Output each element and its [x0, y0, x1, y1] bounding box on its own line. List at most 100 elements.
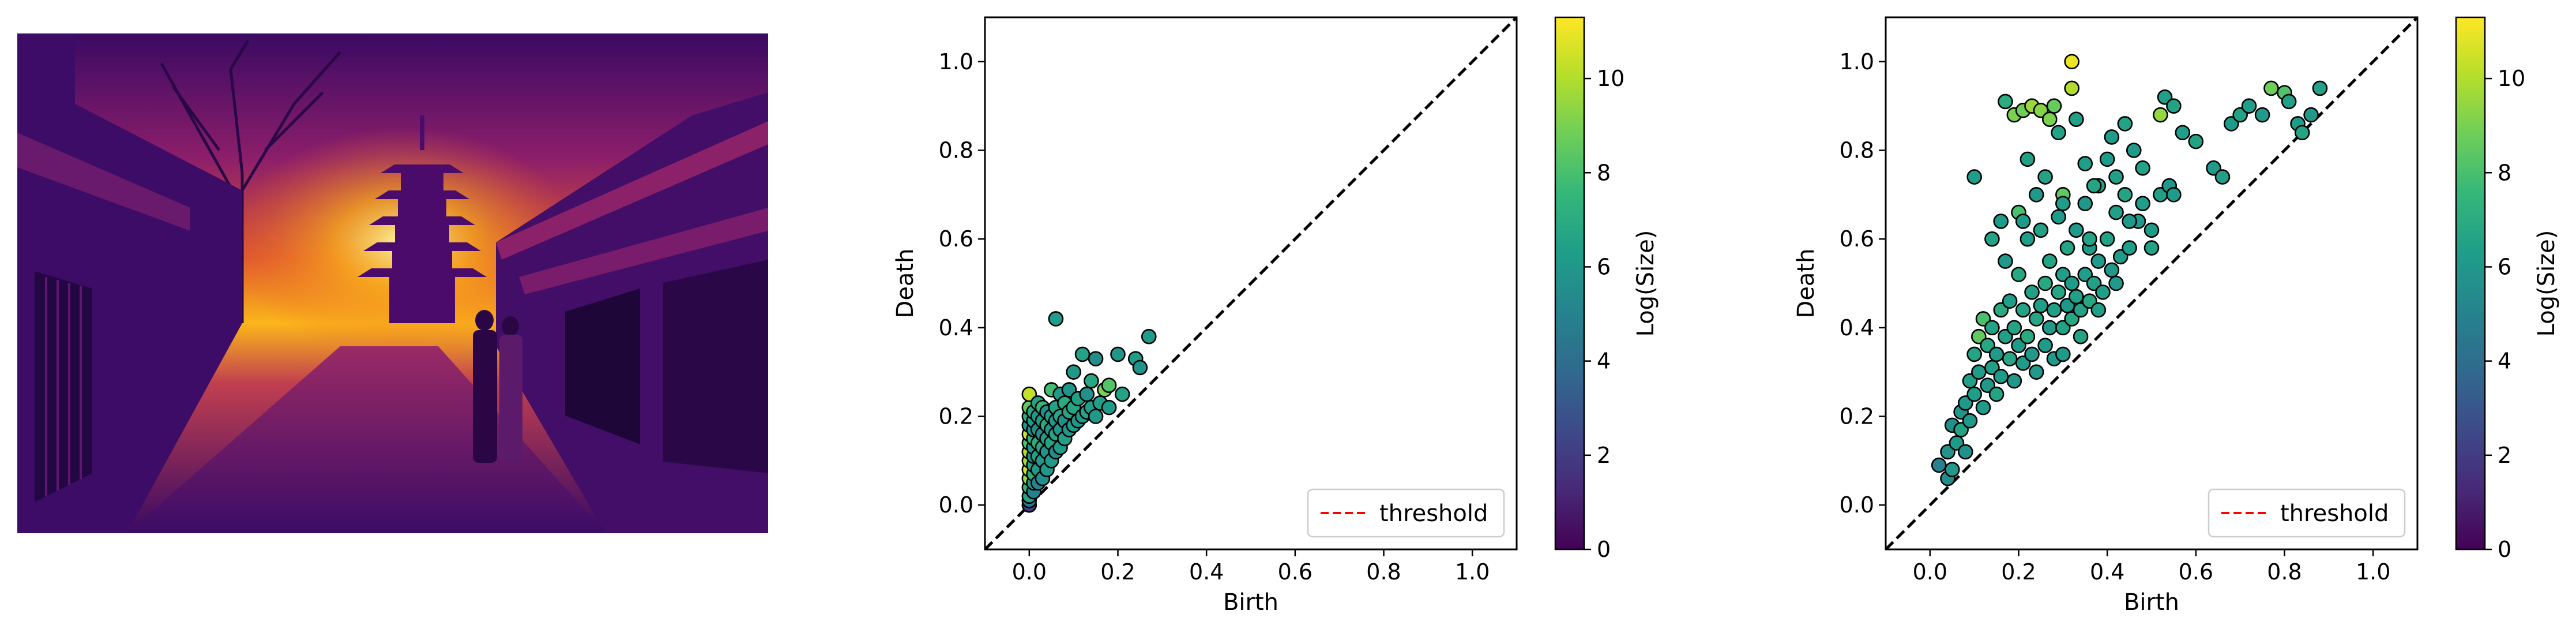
x-tick-label: 0.0 [1012, 559, 1047, 585]
photo-left-lattice-lines [45, 277, 82, 496]
scatter-point [2059, 240, 2075, 256]
colorbar-tick-label: 10 [2498, 66, 2525, 91]
colorbar-tick-label: 0 [1597, 537, 1611, 562]
scatter-point [1066, 364, 1081, 380]
scatter-point [2281, 93, 2297, 110]
scatter-point [1132, 360, 1148, 376]
scatter-point [2037, 338, 2053, 353]
scatter-point [2028, 187, 2044, 203]
y-tick-label: 0.6 [939, 226, 973, 252]
colorbar-tick-label: 2 [1597, 443, 1611, 468]
scatter-point [2126, 143, 2142, 158]
y-axis-label: Death [892, 249, 919, 319]
scatter-points [1931, 54, 2328, 486]
scatter-point [2069, 222, 2084, 238]
x-tick-label: 0.2 [1100, 559, 1135, 585]
scatter-point [2037, 275, 2053, 291]
scatter-point [1966, 169, 1982, 185]
scatter-point [2020, 328, 2036, 345]
colorbar-gradient [1554, 16, 1585, 551]
scatter-points [1021, 311, 1157, 513]
colorbar: 0 2 4 6 8 10 Log(Size) [2455, 16, 2560, 562]
y-tick-label: 1.0 [1840, 49, 1874, 74]
scatter-point [2069, 289, 2084, 305]
colorbar-gradient [2455, 16, 2486, 551]
scatter-point [1988, 346, 2005, 362]
scatter-point [2104, 262, 2120, 278]
persistence-diagram-2: 0.0 0.2 0.4 0.6 0.8 1.0 0.0 0.2 0.4 0.6 0.8 1.0 Birt… [1793, 16, 2560, 616]
y-tick-label: 0.2 [1840, 404, 1874, 429]
scatter-point [2046, 98, 2062, 114]
scatter-point [2143, 240, 2160, 256]
scatter-point [2006, 320, 2022, 336]
scatter-point [2104, 129, 2120, 145]
legend: threshold [2208, 488, 2406, 538]
scatter-point [2020, 231, 2036, 247]
scatter-point [2033, 298, 2049, 313]
diagonal-line [985, 17, 1517, 549]
scatter-point [2051, 125, 2066, 141]
scatter-point [2095, 285, 2111, 300]
scatter-point [2064, 54, 2079, 70]
scatter-point [2064, 80, 2079, 96]
scatter-point [2006, 373, 2022, 389]
photo-left-eave [17, 133, 190, 231]
scatter-point [1088, 409, 1104, 424]
scatter-point [1944, 462, 1960, 478]
scatter-point [2046, 302, 2062, 318]
scatter-point [2011, 267, 2026, 282]
scatter-point [2122, 214, 2137, 229]
scatter-point [2077, 156, 2093, 171]
scatter-point [2263, 80, 2279, 96]
y-tick-label: 0.6 [1840, 226, 1874, 252]
y-axis-label: Death [1793, 249, 1819, 319]
scatter-point [1998, 93, 2013, 110]
x-tick-label: 0.8 [2267, 559, 2302, 585]
scatter-point [2073, 328, 2089, 345]
y-tick-label: 0.0 [939, 492, 973, 518]
scatter-point [1141, 328, 1157, 345]
photo-pagoda [358, 115, 487, 323]
scatter-point [2099, 231, 2115, 247]
legend-threshold-label: threshold [2280, 500, 2389, 527]
scatter-point [1079, 386, 1095, 402]
x-tick-label: 0.6 [2179, 559, 2213, 585]
photo-right-window [565, 289, 640, 444]
scatter-point [1110, 346, 1126, 362]
inferno-photo-panel [17, 33, 768, 533]
photo-left-lattice [35, 271, 92, 502]
scatter-point [1966, 346, 1982, 362]
scatter-point [2037, 169, 2053, 185]
scatter-point [2082, 231, 2097, 247]
x-tick-label: 1.0 [2356, 559, 2390, 585]
scatter-point [2020, 151, 2036, 167]
scatter-point [2041, 253, 2058, 269]
scatter-point [2077, 196, 2093, 212]
scatter-point [2055, 196, 2071, 212]
scatter-point [2090, 253, 2107, 269]
legend: threshold [1307, 488, 1505, 538]
persistence-diagram-1: 0.0 0.2 0.4 0.6 0.8 1.0 0.0 0.2 0.4 0.6 0.8 1.0 Birt… [892, 16, 1659, 616]
scatter-point [2002, 293, 2018, 309]
scatter-point [1074, 346, 1090, 362]
x-tick-label: 0.8 [1366, 559, 1401, 585]
scatter-point [2108, 275, 2124, 291]
scatter-point [2241, 98, 2257, 114]
scatter-point [2051, 209, 2066, 225]
photo-right-eave-2 [519, 208, 768, 294]
scatter-point [1975, 399, 1991, 416]
scatter-point [1084, 373, 1099, 389]
scatter-point [2135, 196, 2150, 212]
colorbar-label: Log(Size) [2533, 230, 2560, 337]
scatter-point [2064, 275, 2079, 291]
scatter-point [2086, 178, 2102, 194]
scatter-point [1958, 444, 1973, 460]
legend-threshold-label: threshold [1379, 500, 1488, 527]
legend-box [1307, 488, 1505, 538]
colorbar-tick-label: 8 [2498, 160, 2511, 185]
colorbar-tick-label: 4 [1597, 349, 1611, 374]
y-tick-label: 0.0 [1840, 492, 1874, 518]
x-tick-label: 0.4 [1189, 559, 1224, 585]
x-tick-label: 0.0 [1913, 559, 1947, 585]
